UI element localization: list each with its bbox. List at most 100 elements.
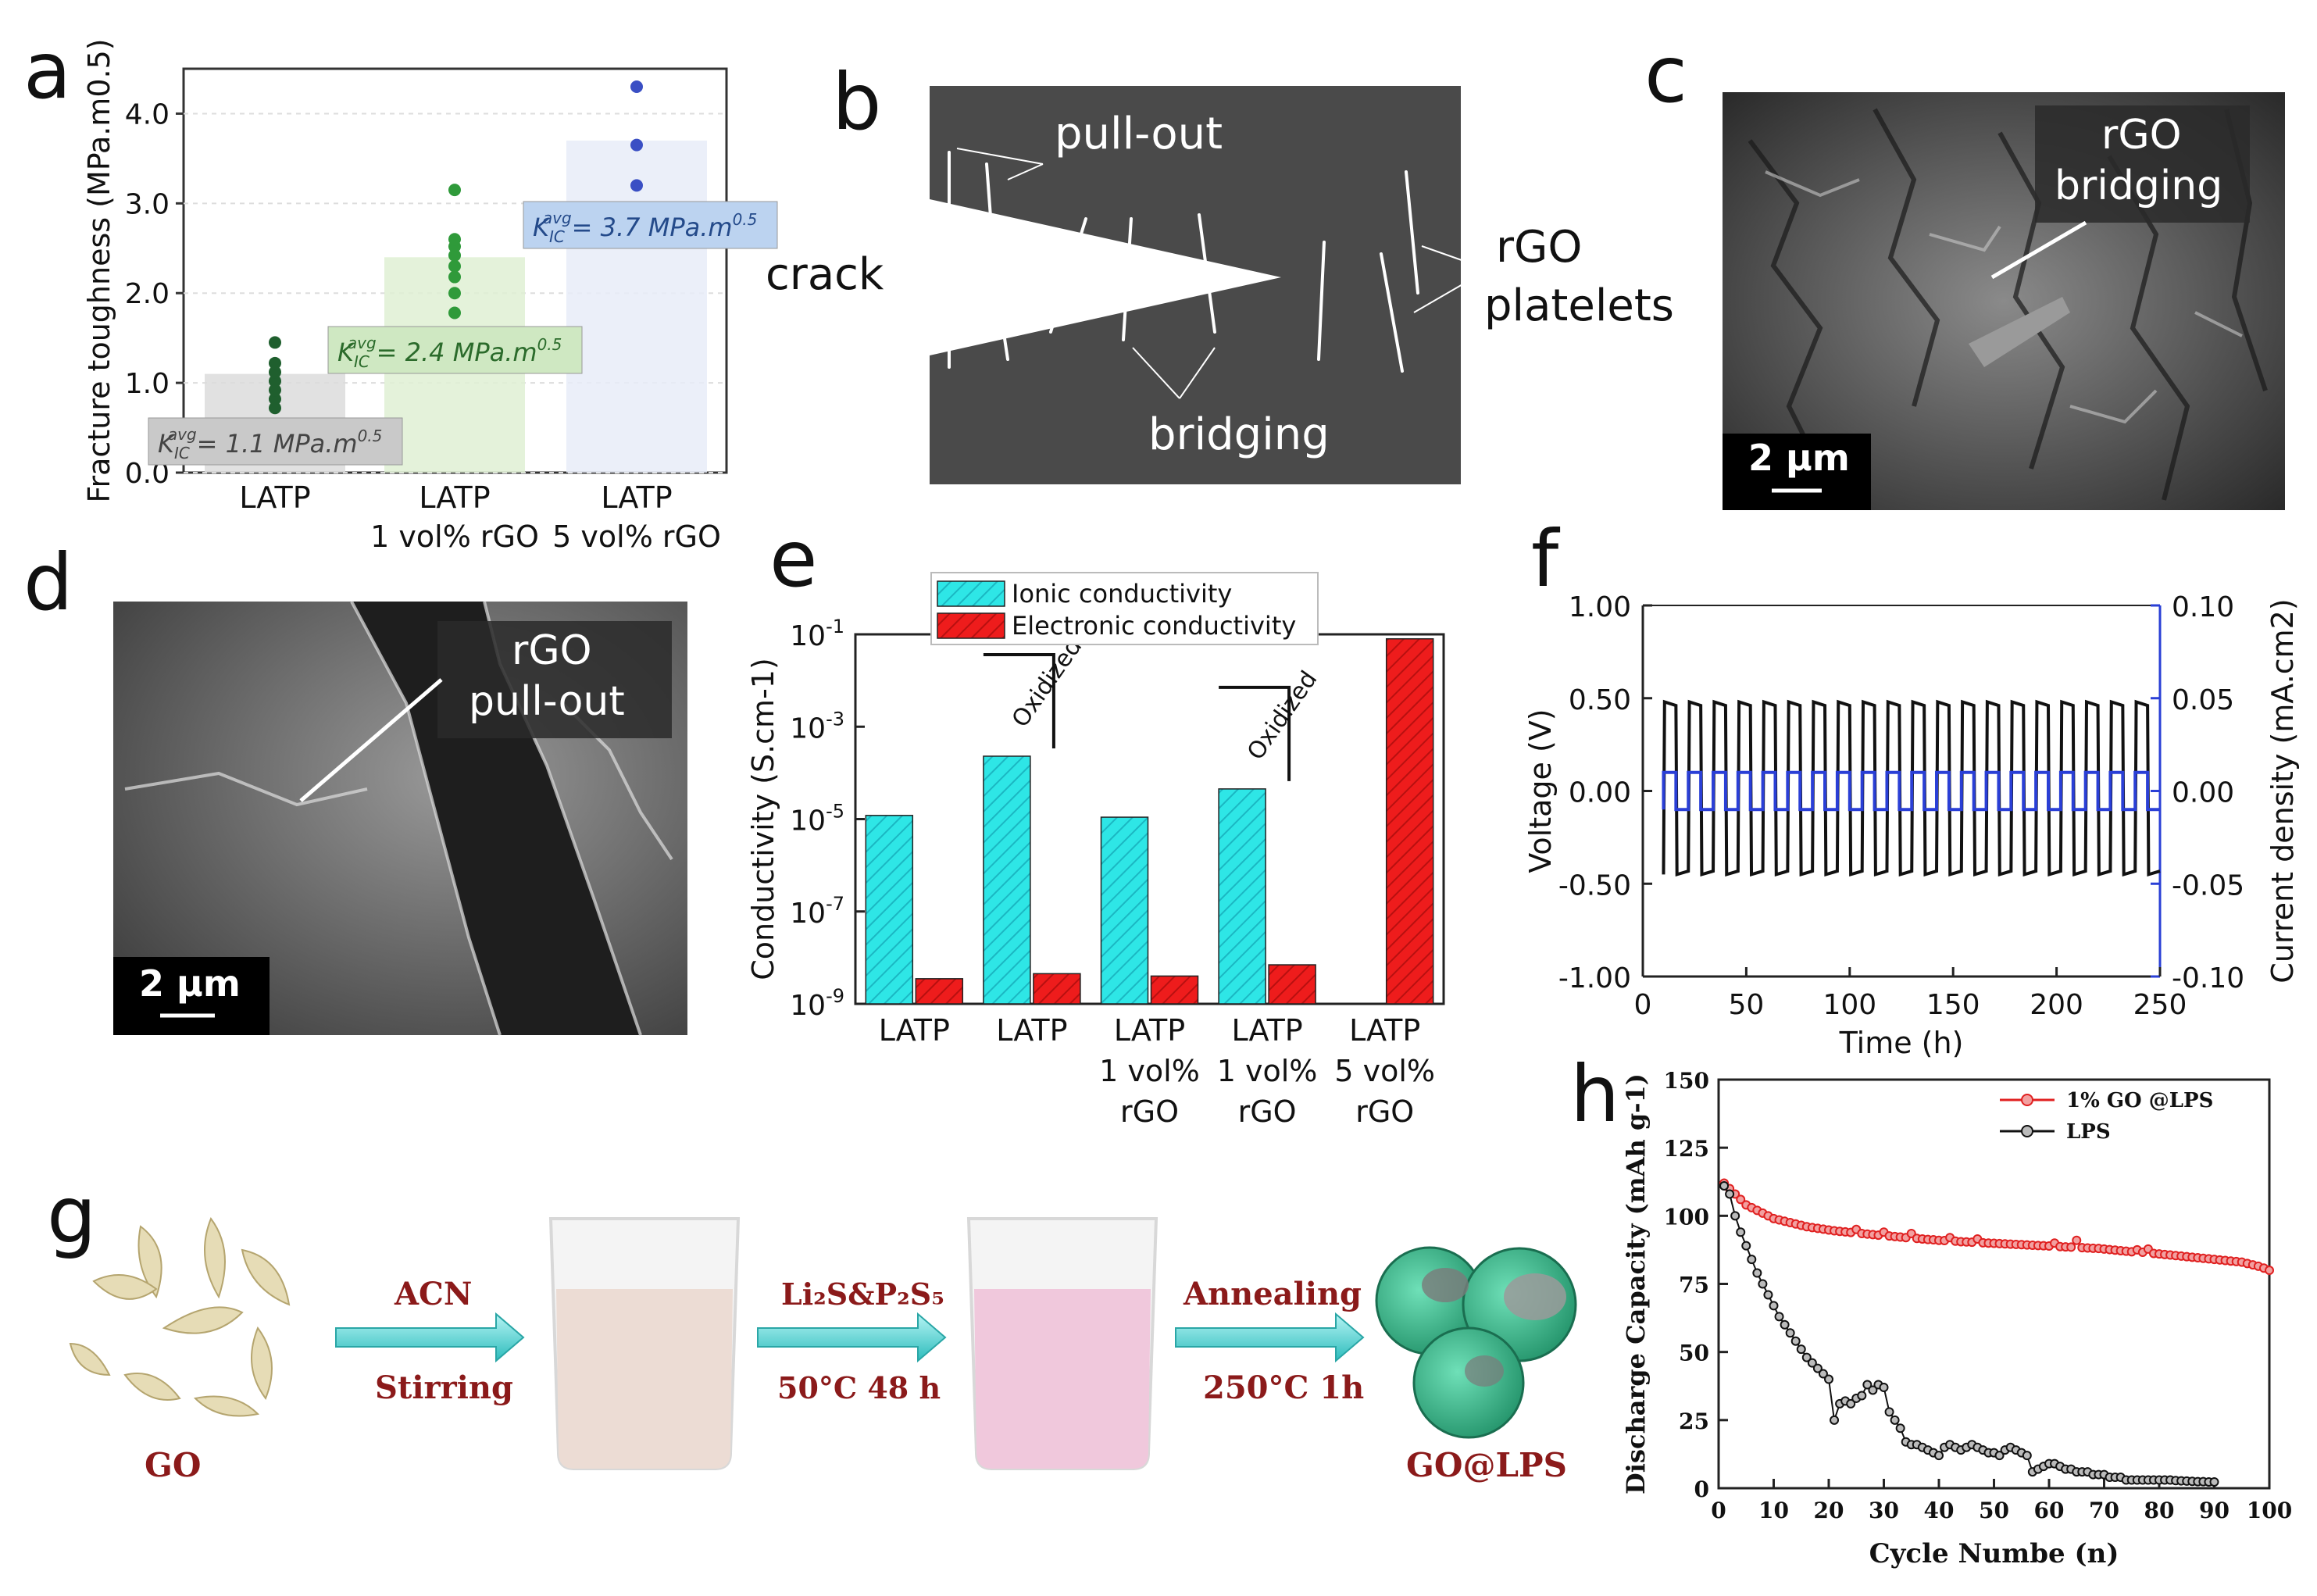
legend-swatch-ionic-e [937,580,1005,607]
lps-point-h [1790,1336,1801,1346]
x-tick-label-e: 1 vol% [1217,1054,1318,1088]
rgo-platelets-label-2: platelets [1484,280,1674,331]
scale-label-d: 2 µm [139,962,241,1005]
arrow-2 [757,1312,947,1363]
legend-swatch-electronic-e [937,612,1005,639]
y-tick-label-a: 2.0 [125,278,170,310]
data-point-a [269,392,281,405]
x-tick-label-f: 150 [1926,989,1980,1021]
x-tick-label-h: 0 [1711,1498,1726,1523]
rgo-label-d-2: pull-out [469,678,625,725]
y-tick-label-e: 10-5 [790,801,844,837]
rgo-platelets-label-1: rGO [1496,222,1583,273]
bridging-label: bridging [1148,409,1330,460]
x-tick-label-h: 60 [2034,1498,2065,1523]
lps-point-h [1780,1319,1790,1330]
y-tick-label-f: -0.50 [1558,869,1631,902]
rgo-bridge-c [1969,297,2070,367]
x-tick-label-e: rGO [1355,1094,1414,1129]
rgo-label-c-1: rGO [2101,112,2182,159]
ionic-bar-e [983,755,1031,1005]
avg-annotation-box-a [148,417,403,466]
electronic-bar-e [1268,964,1316,1005]
lps-point-h [1774,1312,1784,1322]
ionic-bar-e [865,815,914,1005]
lps-point-h [2022,1451,2032,1461]
lps-point-h [1769,1301,1779,1311]
y2-tick-label-f: -0.05 [2172,869,2244,902]
lps-point-h [1812,1363,1823,1373]
x-tick-label-e: LATP [879,1013,950,1048]
lps-point-h [1730,1211,1740,1221]
x-tick-label-h: 10 [1758,1498,1789,1523]
data-point-a [448,270,461,284]
x-tick-label-f: 0 [1634,989,1652,1021]
lps-point-h [1824,1374,1833,1384]
panel-letter-e: e [769,513,818,605]
beaker-1-icon [548,1217,741,1470]
y-tick-label-e: 10-9 [790,985,844,1022]
panel-f-chart: -1.00 -0.50 0.00 0.50 1.00 -0.10 -0.05 0.00 0.05… [1523,591,2300,1060]
y2-axis-label-f: Current density (mA.cm2) [2265,598,2300,983]
y-tick-label-f: 0.00 [1569,777,1631,809]
pointer-d [299,678,443,802]
sem-highlights-c [1765,170,2243,424]
y-tick-label-h: 25 [1679,1409,1709,1434]
panel-letter-a: a [23,25,71,116]
x-tick-label-h: 40 [1924,1498,1955,1523]
lps-point-h [1994,1451,2005,1461]
y-tick-label-a: 4.0 [125,98,170,130]
avg-annotation-a: KICavg= 1.1 MPa.m0.5 [158,425,382,462]
x-tick-label-e: LATP [1114,1013,1185,1048]
go-lps-point-h [2066,1242,2076,1252]
lps-point-h [1862,1380,1873,1390]
lps-point-h [1752,1268,1762,1278]
x-tick-label-f: 250 [2133,989,2187,1021]
lps-point-h [1890,1415,1900,1425]
y-tick-label-h: 75 [1679,1273,1709,1298]
panel-letter-c: c [1644,29,1687,120]
y-tick-label-a: 3.0 [125,188,170,220]
crack-gap-d [352,602,641,1035]
legend-label-ionic-e: Ionic conductivity [1012,579,1232,609]
x-tick-label-h: 90 [2199,1498,2230,1523]
legend-label-electronic-e: Electronic conductivity [1012,611,1296,641]
y2-tick-label-f: 0.05 [2172,684,2234,716]
y-tick-label-e: 10-7 [790,893,844,930]
label-box-d [437,621,672,738]
arrow-1 [335,1312,525,1363]
x-tick-label-h: 100 [2247,1498,2292,1523]
y2-tick-label-f: -0.10 [2172,962,2244,994]
scale-label-c: 2 µm [1748,437,1850,479]
scale-box-d [113,957,270,1035]
lps-point-h [1857,1391,1867,1401]
lps-point-h [1818,1369,1828,1379]
x-tick-label-e: LATP [1231,1013,1302,1048]
y-tick-label-h: 100 [1664,1204,1709,1230]
lps-point-h [1934,1451,1944,1461]
lps-point-h [1763,1290,1773,1300]
data-point-a [448,287,461,300]
y-axis-label-a: Fracture toughness (MPa.m0.5) [82,38,116,502]
lps-point-h [1879,1382,1889,1392]
product-label: GO@LPS [1406,1446,1567,1484]
data-point-a [269,336,281,349]
avg-annotation-box-a [523,201,778,249]
legend-marker-h [2021,1125,2033,1137]
lps-point-h [1719,1180,1730,1191]
data-point-a [448,184,461,197]
pointer-c [1990,220,2087,280]
y-tick-label-f: 1.00 [1569,591,1631,623]
lps-point-h [1884,1407,1894,1417]
lps-point-h [1747,1255,1757,1265]
lps-point-h [1725,1189,1735,1199]
y2-tick-label-f: 0.00 [2172,777,2234,809]
plot-frame-h [1717,1078,2271,1490]
lps-point-h [1868,1385,1878,1395]
x-tick-label-e: rGO [1120,1094,1179,1129]
x-tick-label-h: 50 [1979,1498,2009,1523]
x-tick-label-h: 70 [2089,1498,2119,1523]
go-lps-particles-icon [1375,1246,1577,1439]
